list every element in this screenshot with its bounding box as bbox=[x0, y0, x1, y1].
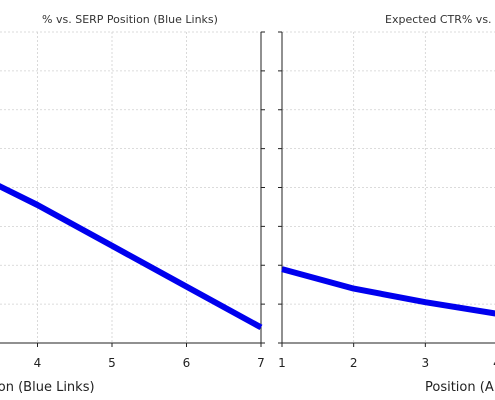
left-x-tick-label-3: 7 bbox=[257, 356, 265, 370]
left-series-line-0 bbox=[0, 183, 263, 331]
right-x-tick-label-3: 4 bbox=[493, 356, 495, 370]
left-x-axis-label: ition (Blue Links) bbox=[0, 380, 95, 395]
chart-panel-left: % vs. SERP Position (Blue Links) 4 5 6 7 itio… bbox=[0, 13, 265, 395]
left-x-tick-label-1: 5 bbox=[108, 356, 116, 370]
right-series-line-0 bbox=[281, 266, 495, 317]
chart-panel-right: Expected CTR% vs. 1 2 3 4 Position (A bbox=[278, 13, 495, 395]
left-chart-title: % vs. SERP Position (Blue Links) bbox=[42, 13, 218, 26]
left-x-tick-label-2: 6 bbox=[183, 356, 191, 370]
right-x-tick-label-0: 1 bbox=[278, 356, 286, 370]
right-x-tick-label-2: 3 bbox=[422, 356, 430, 370]
right-x-axis-label: Position (A bbox=[425, 380, 494, 395]
left-x-tick-label-0: 4 bbox=[34, 356, 42, 370]
right-chart-title: Expected CTR% vs. bbox=[385, 13, 492, 26]
right-x-tick-label-1: 2 bbox=[350, 356, 358, 370]
